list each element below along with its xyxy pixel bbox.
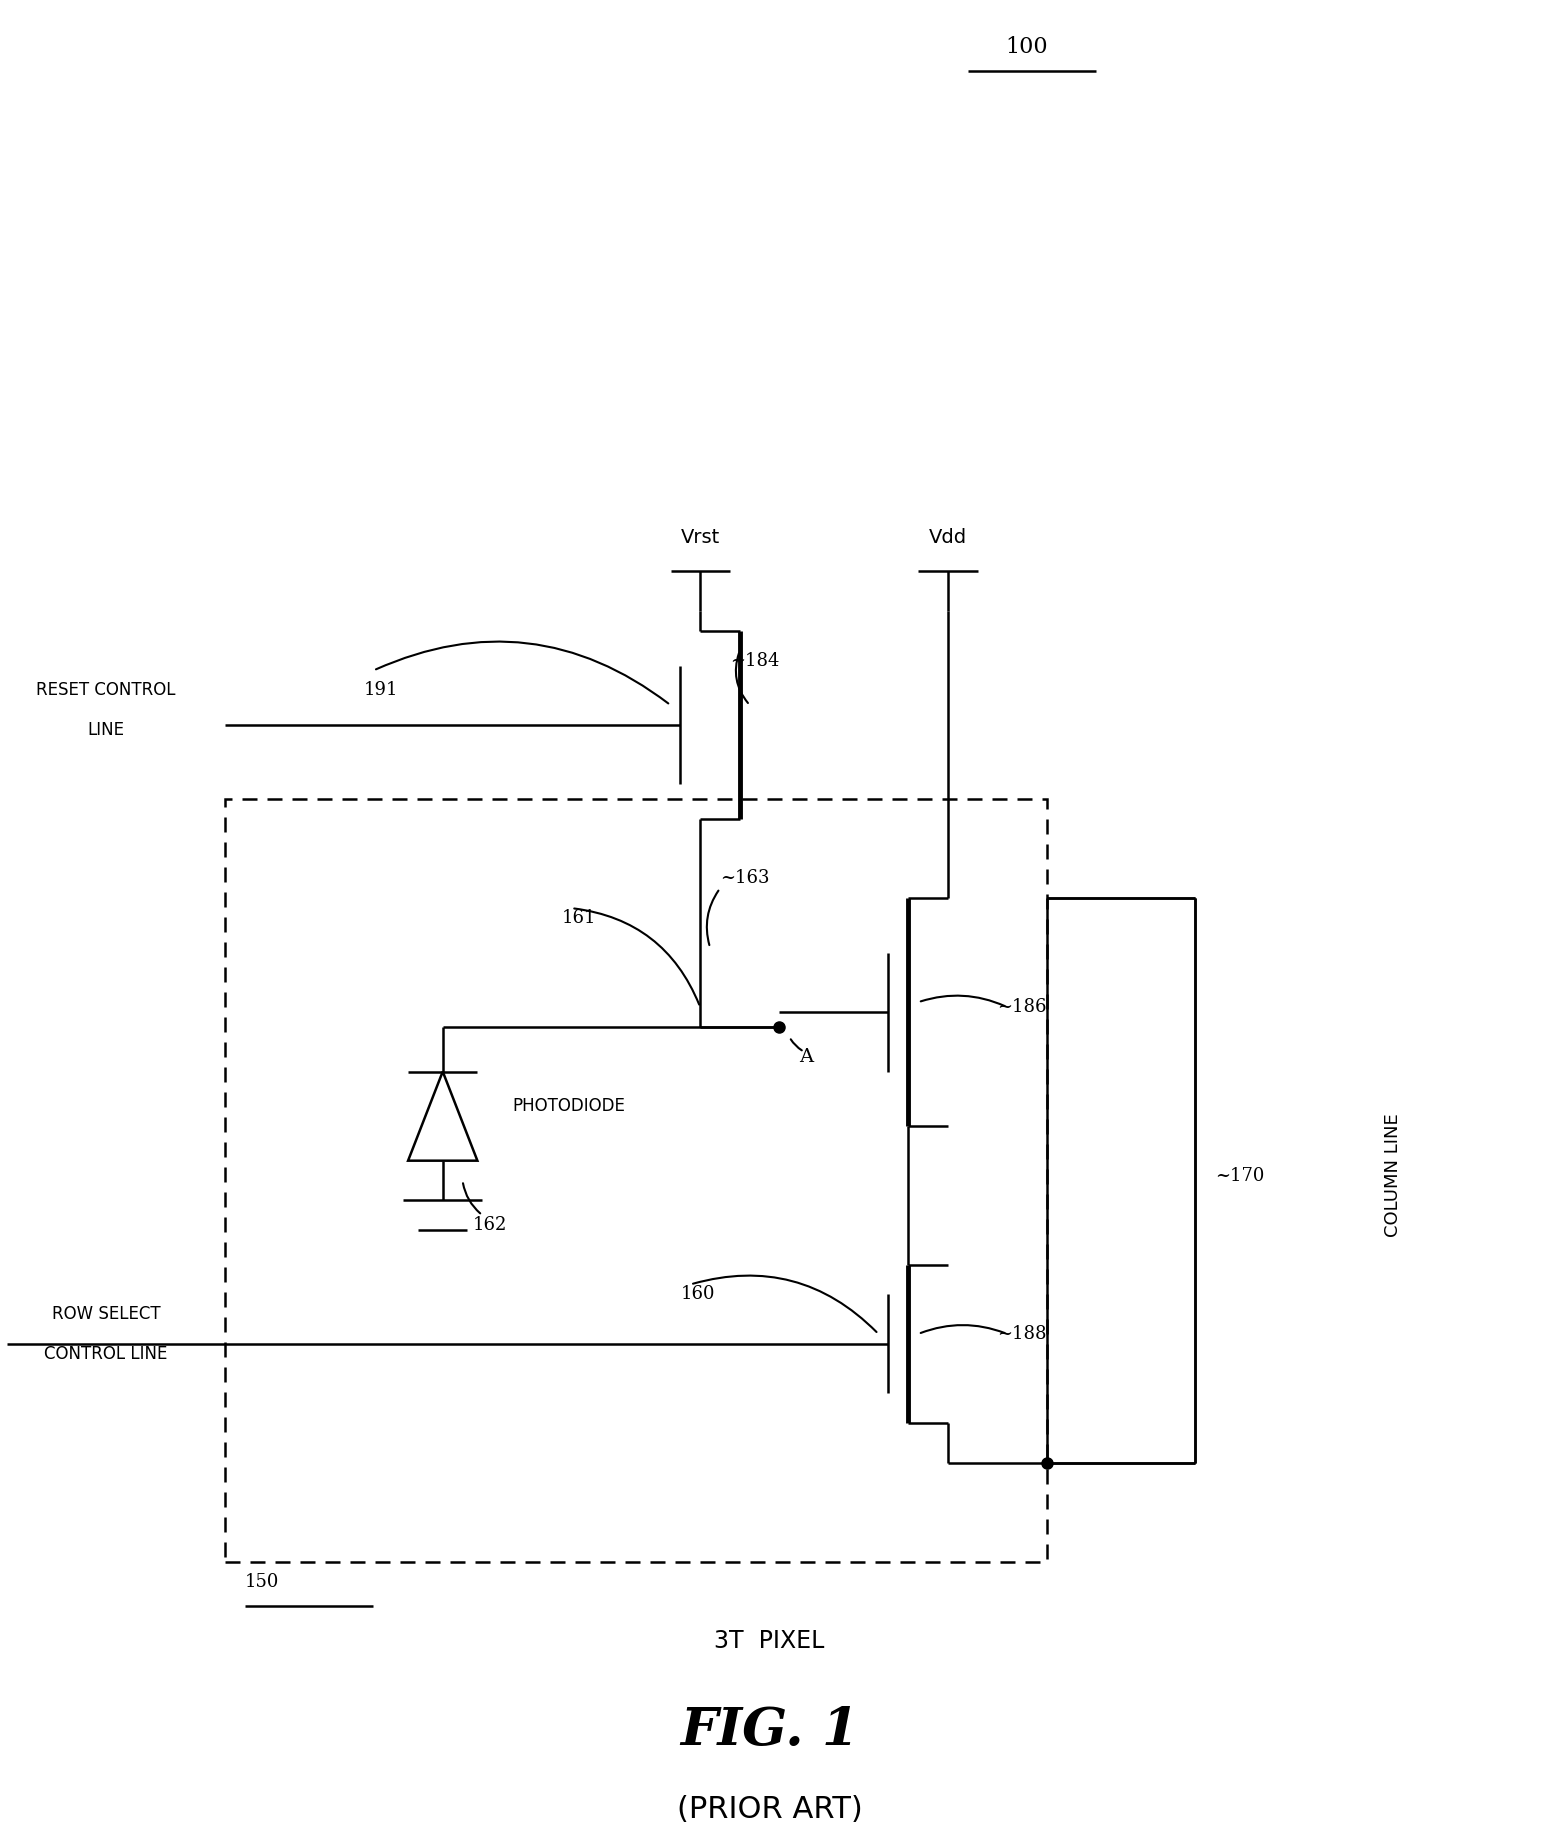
Text: ~184: ~184 <box>730 652 779 670</box>
Text: PHOTODIODE: PHOTODIODE <box>513 1097 624 1115</box>
Text: 191: 191 <box>364 681 398 700</box>
Text: 150: 150 <box>245 1573 279 1591</box>
Text: 100: 100 <box>1005 35 1049 57</box>
Text: ~170: ~170 <box>1216 1167 1264 1185</box>
Text: COLUMN LINE: COLUMN LINE <box>1385 1113 1402 1237</box>
Text: ~186: ~186 <box>998 999 1047 1015</box>
Text: LINE: LINE <box>88 722 124 738</box>
Text: A: A <box>799 1049 813 1065</box>
Text: CONTROL LINE: CONTROL LINE <box>45 1344 167 1362</box>
Text: Vdd: Vdd <box>929 528 967 546</box>
Text: 160: 160 <box>680 1285 716 1303</box>
Text: ROW SELECT: ROW SELECT <box>51 1305 161 1324</box>
Text: 162: 162 <box>472 1217 507 1233</box>
Text: 161: 161 <box>562 908 596 927</box>
Bar <box>225 799 1047 1562</box>
Text: ~163: ~163 <box>720 869 770 888</box>
Text: ~188: ~188 <box>998 1325 1047 1344</box>
Text: RESET CONTROL: RESET CONTROL <box>36 681 175 700</box>
Text: Vrst: Vrst <box>680 528 720 546</box>
Text: 3T  PIXEL: 3T PIXEL <box>714 1628 824 1652</box>
Text: (PRIOR ART): (PRIOR ART) <box>677 1794 863 1824</box>
Text: FIG. 1: FIG. 1 <box>680 1704 860 1756</box>
